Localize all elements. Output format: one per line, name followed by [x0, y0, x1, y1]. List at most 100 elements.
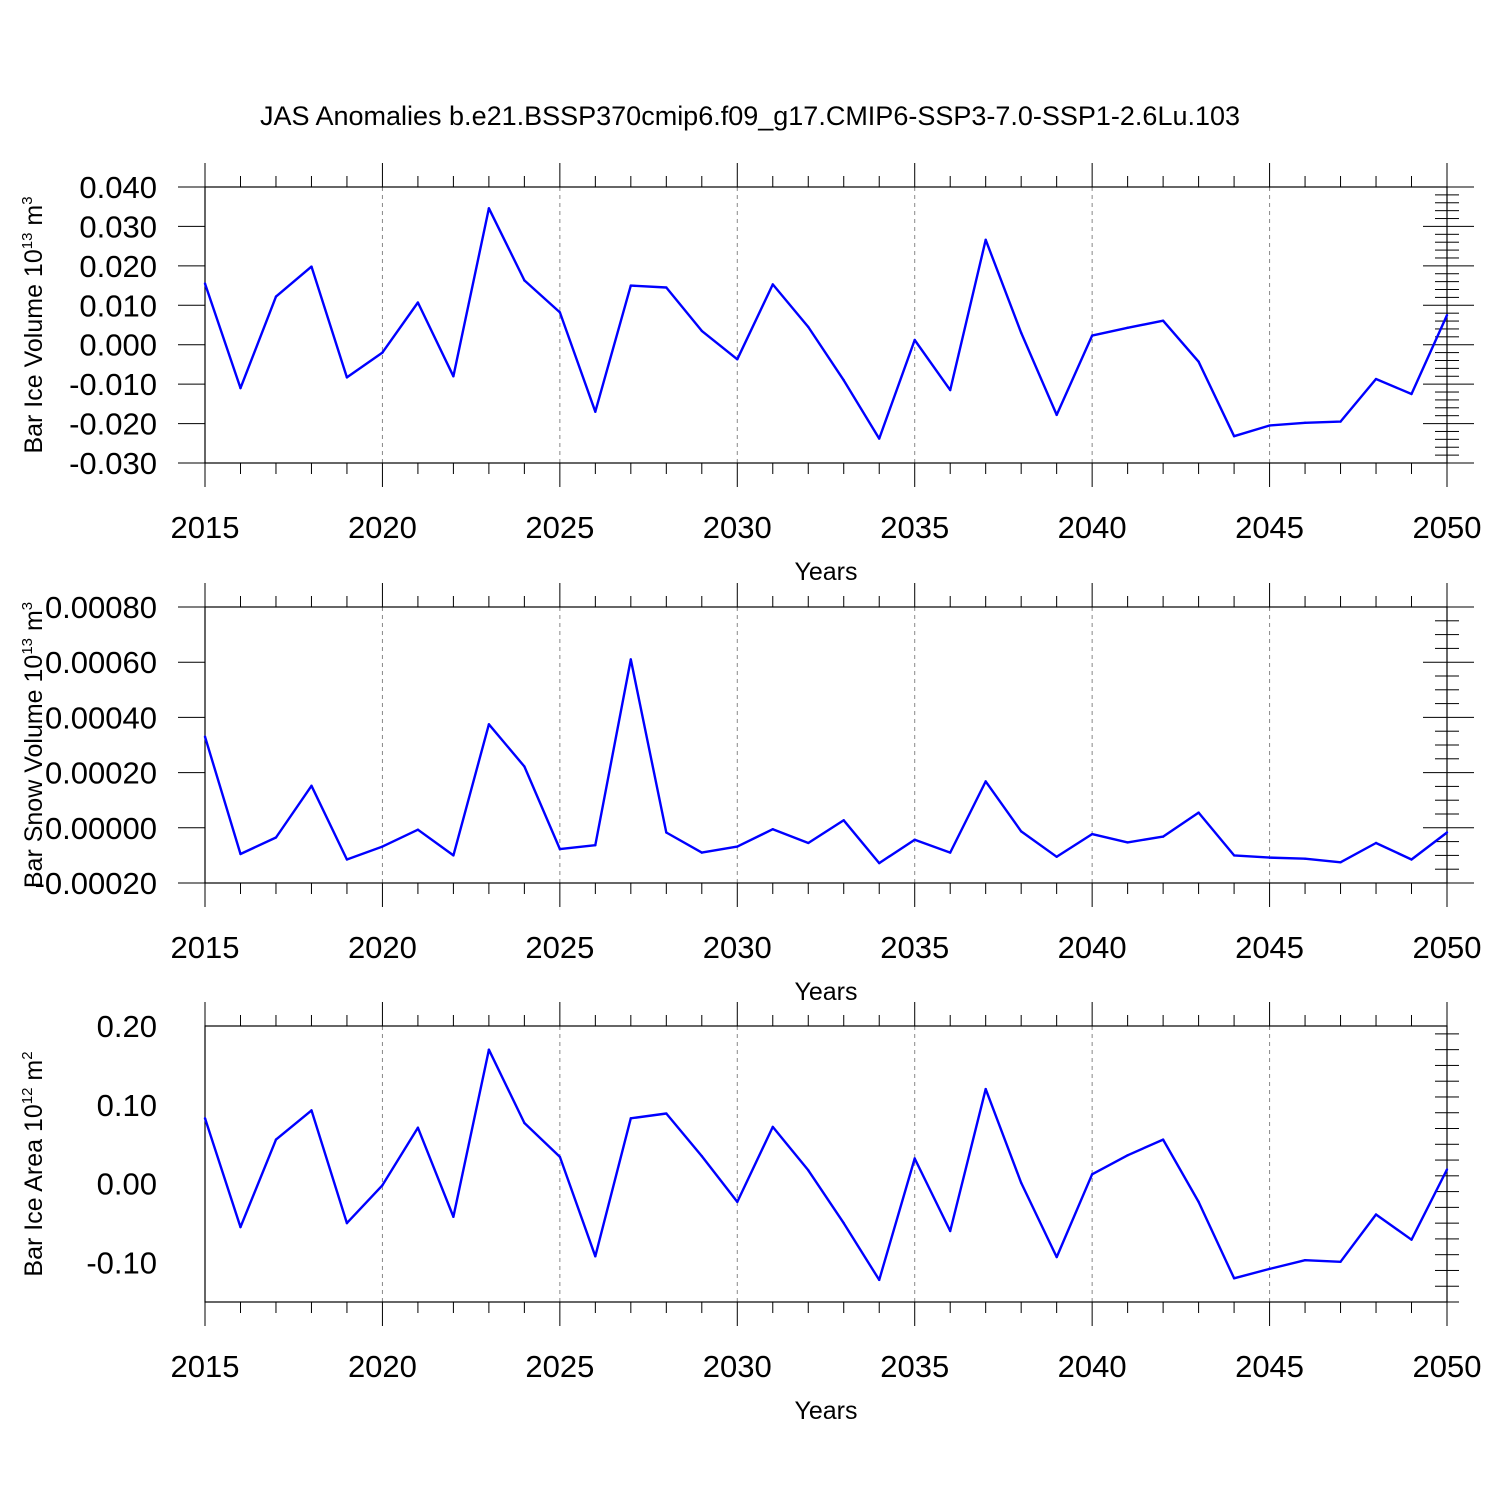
data-point — [487, 723, 491, 726]
x-tick-label: 2030 — [703, 1349, 772, 1384]
x-tick-label: 2040 — [1058, 930, 1127, 965]
data-point — [913, 838, 916, 841]
data-point — [310, 265, 313, 268]
x-tick-label: 2050 — [1413, 510, 1482, 545]
y-axis-title-unit-exp: 3 — [19, 602, 36, 610]
x-tick-label: 2025 — [525, 930, 594, 965]
data-point — [381, 1184, 384, 1187]
data-point — [345, 1221, 349, 1225]
data-point — [1268, 1267, 1271, 1271]
data-point — [913, 338, 916, 342]
data-point — [1126, 1154, 1129, 1157]
x-tick-label: 2045 — [1235, 930, 1304, 965]
y-tick-label: 0.00040 — [45, 700, 157, 735]
y-tick-label: 0.010 — [79, 288, 157, 323]
data-point — [1445, 1168, 1449, 1171]
x-tick-label: 2045 — [1235, 510, 1304, 545]
data-point — [878, 861, 881, 865]
y-axis-title-unit-exp: 2 — [19, 1051, 36, 1059]
data-point — [629, 658, 633, 661]
data-point — [1410, 858, 1413, 861]
chart-title: JAS Anomalies b.e21.BSSP370cmip6.f09_g17… — [260, 101, 1240, 131]
data-point — [1374, 1213, 1378, 1216]
series-line — [203, 658, 1448, 865]
data-point — [558, 311, 562, 314]
data-point — [523, 1121, 526, 1125]
x-tick-label: 2020 — [348, 510, 417, 545]
data-point — [1090, 1173, 1094, 1176]
x-tick-label: 2040 — [1058, 510, 1127, 545]
x-tick-label: 2050 — [1413, 1349, 1482, 1384]
data-point — [629, 284, 633, 287]
y-tick-label: 0.040 — [79, 170, 157, 205]
x-tick-label: 2035 — [880, 930, 949, 965]
x-tick-label: 2025 — [525, 510, 594, 545]
data-point — [807, 1169, 810, 1172]
data-point — [1090, 334, 1094, 337]
data-point — [1410, 1238, 1413, 1241]
data-point — [239, 1225, 242, 1229]
data-point — [416, 828, 420, 831]
data-point — [665, 1112, 668, 1115]
data-point — [239, 386, 242, 390]
data-point — [452, 375, 455, 378]
data-point — [1303, 1259, 1307, 1262]
data-point — [594, 843, 597, 847]
data-point — [665, 286, 668, 289]
y-axis-title-unit: m — [20, 205, 48, 233]
data-point — [203, 282, 207, 285]
x-tick-label: 2015 — [171, 930, 240, 965]
data-point — [1410, 392, 1413, 396]
data-point — [736, 358, 739, 361]
y-axis-title-base: Bar Ice Area 10 — [20, 1104, 48, 1276]
y-tick-label: 0.00060 — [45, 645, 157, 680]
data-point — [1268, 856, 1271, 859]
y-axis-title-unit: m — [20, 1060, 48, 1088]
data-point — [310, 784, 313, 788]
data-point — [736, 1200, 739, 1204]
x-tick-label: 2030 — [703, 510, 772, 545]
x-tick-label: 2035 — [880, 510, 949, 545]
data-point — [203, 1117, 207, 1120]
data-point — [949, 1229, 952, 1233]
y-tick-label: 0.00 — [97, 1167, 157, 1202]
data-point — [1303, 421, 1307, 424]
y-tick-label: 0.00080 — [45, 590, 157, 625]
data-point — [381, 351, 384, 354]
data-point — [345, 858, 349, 861]
data-point — [1339, 1260, 1342, 1263]
data-point — [1339, 861, 1342, 864]
data-point — [1126, 326, 1129, 329]
data-point — [523, 279, 526, 282]
data-point — [949, 851, 952, 854]
y-axis-title: Bar Ice Area 1012 m2 — [19, 1051, 48, 1276]
data-point — [842, 819, 845, 822]
data-point — [700, 329, 703, 333]
plot-frame — [204, 186, 1448, 464]
y-axis-title: Bar Ice Volume 1013 m3 — [19, 196, 48, 453]
data-point — [416, 301, 420, 304]
y-axis-title-base: Bar Ice Volume 10 — [20, 249, 48, 453]
y-axis-title-exp: 13 — [19, 233, 36, 250]
chart-panel-3: 2015 2020 2025 2030 2035 2040 2045 2050 -0.10 0.0… — [19, 1002, 1481, 1425]
data-point — [984, 1087, 987, 1091]
data-point — [1055, 1255, 1058, 1259]
data-point — [878, 437, 881, 440]
data-point — [629, 1117, 633, 1120]
data-point — [558, 1155, 562, 1159]
y-tick-label: 0.00020 — [45, 756, 157, 791]
x-tick-label: 2015 — [171, 1349, 240, 1384]
data-point — [842, 1221, 845, 1225]
data-point — [416, 1126, 420, 1129]
data-point — [700, 1154, 703, 1158]
data-point — [1197, 811, 1200, 814]
data-point — [771, 827, 774, 831]
data-point — [558, 847, 562, 851]
x-tick-label: 2045 — [1235, 1349, 1304, 1384]
x-tick-label: 2050 — [1413, 930, 1482, 965]
x-axis-title: Years — [794, 978, 857, 1006]
data-point — [1303, 857, 1307, 860]
y-axis-title-base: Bar Snow Volume 10 — [20, 655, 48, 888]
data-point — [842, 379, 845, 382]
